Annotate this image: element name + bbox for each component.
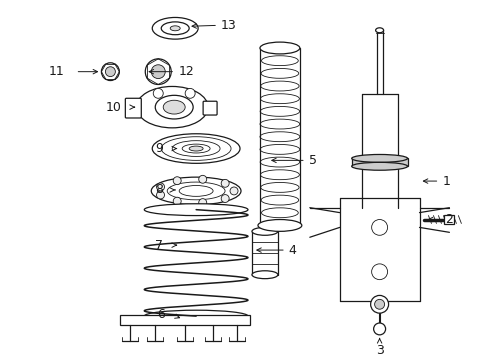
Ellipse shape	[172, 141, 220, 157]
Text: 3: 3	[375, 344, 383, 357]
Text: 10: 10	[105, 101, 121, 114]
Ellipse shape	[163, 100, 185, 114]
Ellipse shape	[152, 17, 198, 39]
Bar	[351, 158, 407, 166]
Circle shape	[185, 89, 195, 98]
Text: 12: 12	[178, 65, 194, 78]
Circle shape	[371, 264, 387, 280]
Ellipse shape	[151, 177, 241, 205]
Text: 5: 5	[308, 154, 316, 167]
Circle shape	[153, 89, 163, 98]
Ellipse shape	[155, 95, 193, 119]
Ellipse shape	[258, 220, 301, 231]
Circle shape	[198, 175, 206, 183]
FancyBboxPatch shape	[203, 101, 217, 115]
Circle shape	[370, 296, 388, 313]
Ellipse shape	[179, 185, 213, 196]
Circle shape	[145, 59, 171, 85]
Ellipse shape	[251, 271, 277, 279]
Text: 7: 7	[155, 239, 163, 252]
Circle shape	[156, 183, 164, 191]
Text: 6: 6	[157, 308, 165, 321]
Ellipse shape	[170, 26, 180, 31]
Ellipse shape	[167, 182, 224, 200]
Circle shape	[198, 199, 206, 207]
Circle shape	[221, 179, 229, 187]
Circle shape	[221, 195, 229, 202]
Ellipse shape	[375, 28, 383, 33]
Circle shape	[151, 65, 165, 78]
Text: 8: 8	[155, 184, 163, 197]
Circle shape	[101, 63, 119, 81]
Ellipse shape	[161, 137, 230, 160]
Text: 13: 13	[221, 19, 236, 32]
Text: 9: 9	[155, 142, 163, 155]
Ellipse shape	[260, 42, 299, 54]
Circle shape	[156, 191, 164, 199]
Ellipse shape	[189, 146, 203, 151]
FancyBboxPatch shape	[125, 98, 141, 118]
Text: 11: 11	[48, 65, 64, 78]
Circle shape	[173, 177, 181, 185]
Circle shape	[173, 197, 181, 205]
Text: 1: 1	[442, 175, 449, 188]
Circle shape	[105, 67, 115, 77]
Circle shape	[373, 323, 385, 335]
Ellipse shape	[351, 162, 407, 170]
Ellipse shape	[351, 154, 407, 162]
Ellipse shape	[152, 134, 240, 163]
Ellipse shape	[136, 86, 208, 128]
Ellipse shape	[251, 228, 277, 235]
Bar	[120, 315, 249, 325]
Ellipse shape	[144, 204, 247, 216]
Circle shape	[371, 220, 387, 235]
Ellipse shape	[182, 144, 210, 153]
Circle shape	[229, 187, 238, 195]
Circle shape	[374, 300, 384, 309]
Text: 4: 4	[288, 244, 296, 257]
Ellipse shape	[144, 310, 247, 322]
Ellipse shape	[161, 22, 189, 35]
Bar	[444, 215, 453, 224]
Text: 2: 2	[445, 213, 452, 226]
